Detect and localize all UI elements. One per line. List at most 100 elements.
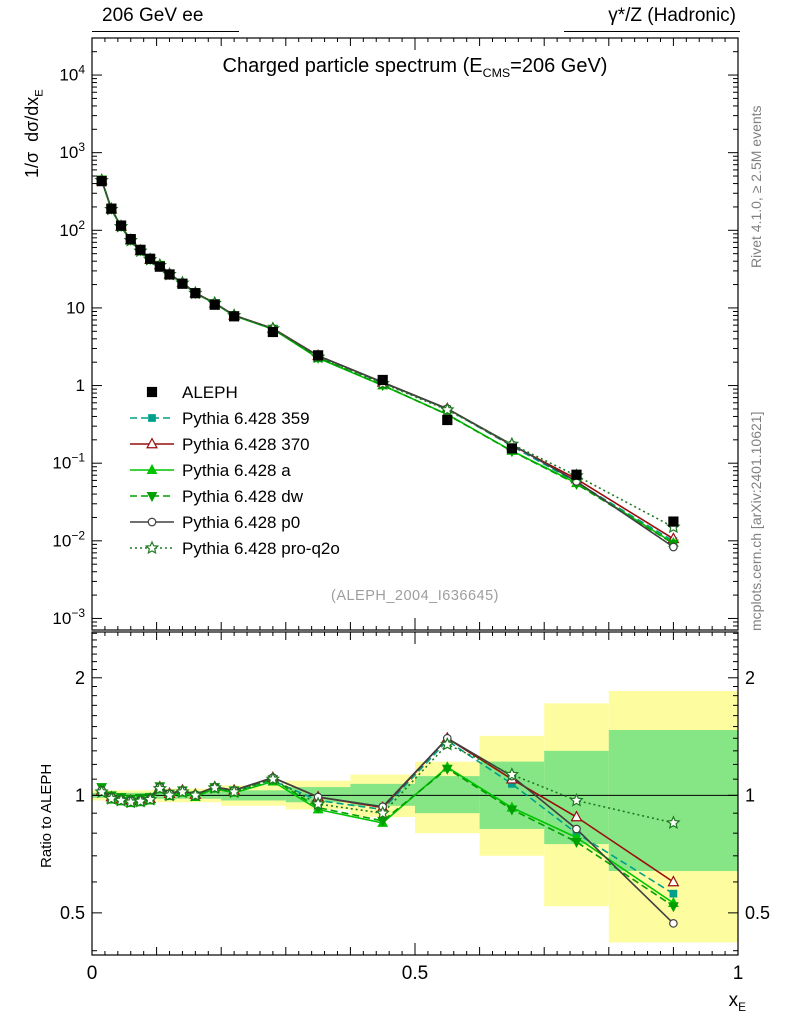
marker-star [569, 792, 584, 807]
plot-title: Charged particle spectrum (ECMS=206 GeV) [92, 55, 738, 80]
header-beam-energy-text: 206 GeV ee [102, 5, 204, 26]
marker-triangle-down [506, 805, 518, 816]
header-beam-energy: 206 GeV ee [92, 5, 240, 32]
marker-square [668, 516, 679, 527]
y-tick-label-ratio-left: 1 [75, 785, 85, 805]
marker-triangle-down [146, 492, 158, 503]
y-axis-label-main-pre: 1/σ dσ/dx [22, 96, 42, 178]
legend-item: Pythia 6.428 359 [130, 409, 310, 428]
marker-square [177, 278, 188, 289]
marker-square [154, 261, 165, 272]
marker-star [440, 736, 455, 751]
legend-item: Pythia 6.428 370 [130, 435, 310, 454]
y-tick-label-ratio-right: 0.5 [745, 903, 770, 923]
header-process: γ*/Z (Hadronic) [564, 5, 740, 32]
marker-square [571, 469, 582, 480]
marker-triangle-up [667, 875, 680, 887]
marker-star [504, 767, 520, 781]
marker-square [377, 374, 388, 386]
x-tick-label: 1 [733, 963, 744, 984]
marker-square [125, 234, 136, 245]
marker-star [666, 815, 681, 830]
legend-item: Pythia 6.428 p0 [130, 513, 300, 532]
marker-star [94, 784, 109, 799]
marker-circle [572, 824, 581, 834]
green-band-step [415, 776, 480, 814]
y-axis-label-main: 1/σ dσ/dxE [22, 89, 46, 178]
marker-star [440, 402, 455, 417]
marker-triangle-down [667, 902, 679, 913]
y-tick-label-ratio-left: 0.5 [60, 903, 85, 923]
marker-square [145, 253, 156, 264]
legend-item: ALEPH [146, 383, 238, 402]
marker-star [188, 787, 203, 802]
marker-square [115, 220, 127, 231]
marker-square [146, 386, 158, 398]
marker-square [442, 414, 453, 426]
y-axis-label-ratio: Ratio to ALEPH [38, 763, 55, 868]
series-ratio [94, 736, 681, 830]
marker-star [310, 796, 326, 811]
legend-label: ALEPH [182, 383, 238, 402]
legend-item: Pythia 6.428 dw [130, 487, 304, 506]
y-tick-label-ratio-left: 2 [75, 668, 85, 688]
legend-label: Pythia 6.428 370 [182, 435, 310, 454]
marker-triangle-up [146, 463, 158, 474]
marker-circle [147, 517, 157, 527]
marker-square [209, 299, 220, 310]
ratio-uncertainty-bands [92, 691, 738, 943]
plot-title-pre: Charged particle spectrum (E [222, 55, 483, 77]
y-axis-label-main-subscript: E [33, 89, 46, 97]
legend-label: Pythia 6.428 a [182, 461, 291, 480]
marker-star [265, 771, 280, 786]
marker-star [227, 784, 242, 799]
marker-square [96, 176, 107, 187]
y-tick-label-ratio-right: 2 [745, 668, 755, 688]
legend-label: Pythia 6.428 pro-q2o [182, 539, 340, 558]
marker-triangle-up [570, 810, 583, 822]
legend-label: Pythia 6.428 359 [182, 409, 310, 428]
rivet-version-note: Rivet 4.1.0, ≥ 2.5M events [748, 105, 764, 268]
marker-square [229, 311, 240, 322]
marker-star [113, 792, 129, 807]
y-tick-label-main: 1 [76, 376, 85, 395]
y-tick-label-main: 10−2 [52, 528, 85, 550]
marker-circle [669, 919, 678, 928]
plot-title-subscript: CMS [482, 66, 511, 80]
marker-square [164, 269, 175, 280]
marker-square [135, 244, 146, 255]
marker-square [148, 414, 156, 422]
y-tick-label-main: 102 [59, 218, 85, 240]
y-tick-label-main: 10−3 [52, 606, 85, 628]
marker-star [104, 791, 119, 805]
marker-star [144, 540, 160, 555]
y-tick-label-ratio-right: 1 [745, 785, 755, 805]
y-tick-label-main: 10 [66, 298, 85, 317]
header-process-text: γ*/Z (Hadronic) [608, 5, 736, 26]
x-tick-label: 0 [87, 963, 98, 984]
x-axis-label: xE [729, 990, 746, 1014]
marker-star [133, 793, 148, 808]
marker-square [506, 443, 517, 454]
legend-item: Pythia 6.428 a [130, 461, 291, 480]
marker-square [267, 326, 278, 338]
legend-label: Pythia 6.428 p0 [182, 513, 300, 532]
y-tick-label-main: 103 [59, 140, 85, 162]
marker-star [375, 805, 390, 820]
x-axis-label-pre: x [728, 990, 739, 1011]
marker-triangle-down [441, 764, 453, 775]
marker-star [175, 784, 190, 799]
marker-square [313, 350, 324, 361]
y-tick-label-main: 10−1 [52, 451, 85, 473]
legend: ALEPH Pythia 6.428 359 Pythia 6.428 370 Pyt… [130, 383, 340, 558]
x-axis-label-subscript: E [738, 1000, 746, 1014]
marker-circle [669, 542, 678, 552]
marker-star [152, 781, 167, 795]
plot-title-post: =206 GeV) [510, 55, 608, 77]
x-tick-label: 0.5 [402, 963, 428, 984]
reference-data-points [96, 176, 679, 527]
marker-star [162, 787, 177, 802]
marker-triangle-down [377, 816, 389, 827]
